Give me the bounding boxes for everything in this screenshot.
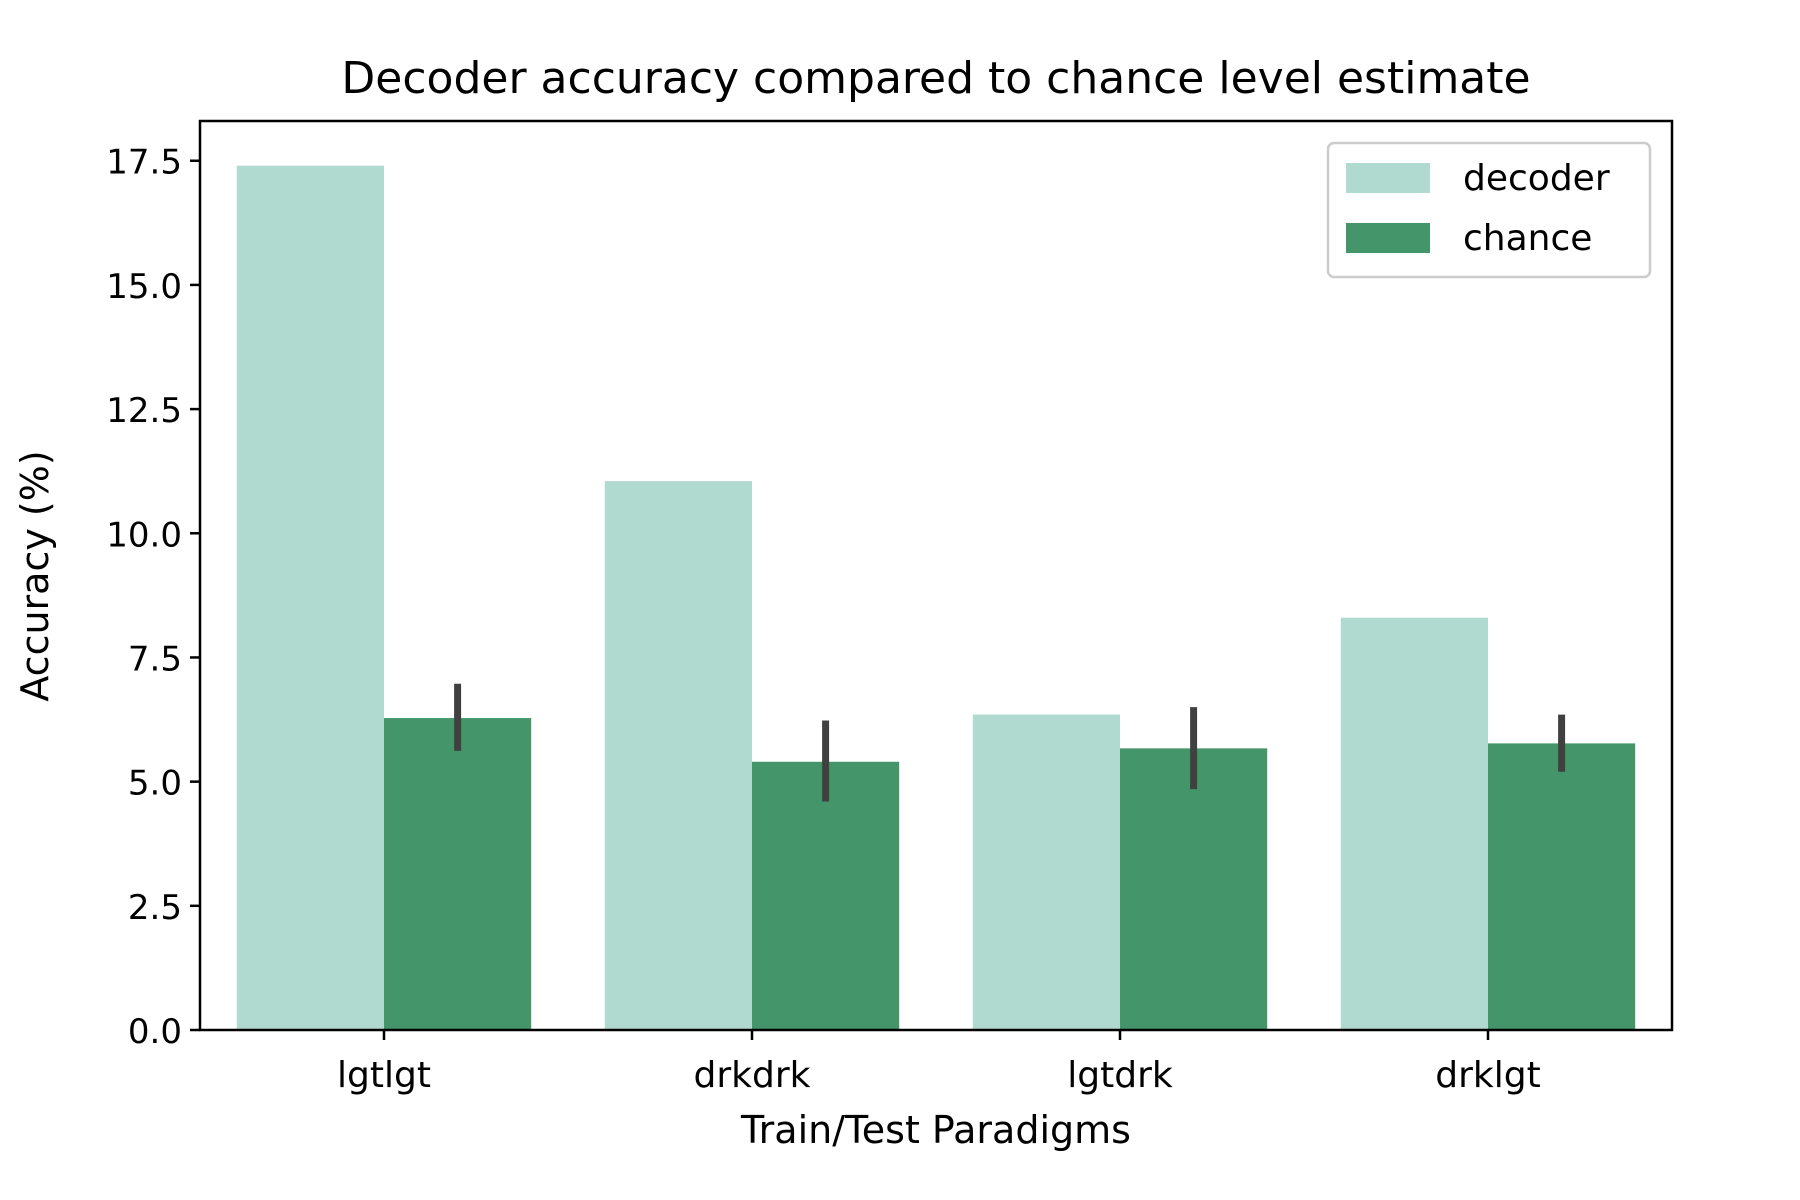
bar-decoder-drkdrk bbox=[604, 481, 752, 1031]
bar-decoder-drklgt bbox=[1340, 617, 1488, 1030]
bar-chance-lgtdrk bbox=[1120, 748, 1268, 1030]
x-axis-label: Train/Test Paradigms bbox=[740, 1108, 1131, 1152]
y-tick-label: 15.0 bbox=[106, 267, 182, 307]
y-axis: 0.0 2.5 5.0 7.5 10.0 12.5 15.0 17.5 bbox=[106, 143, 200, 1052]
y-tick-label: 12.5 bbox=[106, 391, 182, 431]
bars-group bbox=[236, 165, 1636, 1031]
x-tick-label-lgtdrk: lgtdrk bbox=[1067, 1055, 1173, 1096]
legend-swatch-decoder bbox=[1346, 163, 1430, 193]
bar-decoder-lgtlgt bbox=[236, 165, 384, 1030]
bar-chance-drklgt bbox=[1488, 743, 1636, 1030]
y-axis-label: Accuracy (%) bbox=[13, 450, 57, 701]
y-tick-label: 7.5 bbox=[128, 639, 182, 679]
x-axis: lgtlgt drkdrk lgtdrk drklgt bbox=[337, 1030, 1541, 1096]
bar-chance-drkdrk bbox=[752, 761, 900, 1030]
legend-label-decoder: decoder bbox=[1463, 158, 1610, 199]
chart-title: Decoder accuracy compared to chance leve… bbox=[341, 53, 1530, 104]
x-tick-label-lgtlgt: lgtlgt bbox=[337, 1055, 431, 1096]
x-tick-label-drkdrk: drkdrk bbox=[694, 1055, 811, 1096]
y-tick-label: 5.0 bbox=[128, 764, 182, 804]
bar-decoder-lgtdrk bbox=[972, 714, 1120, 1030]
errorbars-group bbox=[454, 683, 1566, 802]
legend: decoder chance bbox=[1326, 141, 1652, 279]
x-tick-label-drklgt: drklgt bbox=[1435, 1055, 1540, 1096]
y-tick-label: 10.0 bbox=[106, 515, 182, 555]
legend-swatch-chance bbox=[1346, 223, 1430, 253]
plot-frame bbox=[198, 119, 1674, 1032]
legend-label-chance: chance bbox=[1463, 218, 1592, 259]
y-tick-label: 0.0 bbox=[128, 1012, 182, 1052]
y-tick-label: 2.5 bbox=[128, 888, 182, 928]
y-tick-label: 17.5 bbox=[106, 143, 182, 183]
bar-chance-lgtlgt bbox=[384, 718, 532, 1030]
